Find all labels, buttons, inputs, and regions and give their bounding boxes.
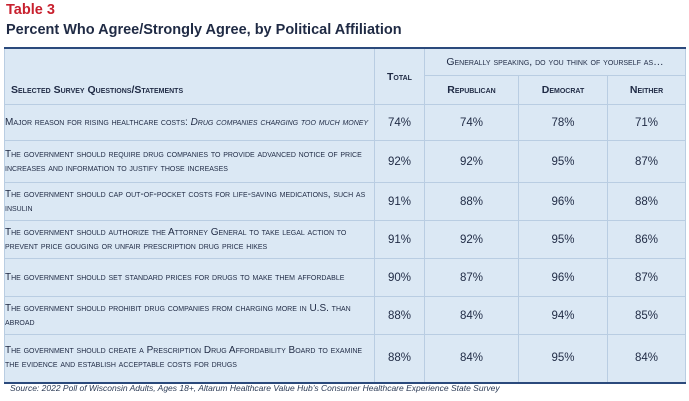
neither-cell: 88% <box>606 182 687 221</box>
table-title: Percent Who Agree/Strongly Agree, by Pol… <box>6 22 402 38</box>
table-number: Table 3 <box>6 2 55 18</box>
question-cell: The government should require drug compa… <box>4 140 375 183</box>
democrat-cell: 78% <box>518 104 608 141</box>
question-cell: The government should cap out-of-pocket … <box>4 182 375 221</box>
republican-cell: 84% <box>424 296 519 335</box>
total-cell: 88% <box>374 296 425 335</box>
democrat-cell: 94% <box>518 296 608 335</box>
neither-column-header: Neither <box>606 75 687 105</box>
affiliation-group-header: Generally speaking, do you think of your… <box>423 47 687 76</box>
republican-cell: 92% <box>424 140 519 183</box>
table-row: The government should authorize the Atto… <box>4 220 687 259</box>
question-column-header: Selected Survey Questions/Statements <box>4 47 375 105</box>
question-cell: Major reason for rising healthcare costs… <box>4 104 375 141</box>
total-cell: 92% <box>374 140 425 183</box>
question-prefix: Major reason for rising healthcare costs… <box>5 116 191 128</box>
table-row: The government should cap out-of-pocket … <box>4 182 687 221</box>
democrat-cell: 96% <box>518 258 608 297</box>
democrat-cell: 95% <box>518 334 608 383</box>
total-cell: 91% <box>374 182 425 221</box>
total-cell: 74% <box>374 104 425 141</box>
neither-cell: 87% <box>606 258 687 297</box>
republican-cell: 84% <box>424 334 519 383</box>
democrat-cell: 95% <box>518 220 608 259</box>
neither-cell: 86% <box>606 220 687 259</box>
question-cell: The government should create a Prescript… <box>4 334 375 383</box>
neither-cell: 84% <box>606 334 687 383</box>
democrat-cell: 96% <box>518 182 608 221</box>
republican-cell: 88% <box>424 182 519 221</box>
total-cell: 88% <box>374 334 425 383</box>
democrat-cell: 95% <box>518 140 608 183</box>
neither-cell: 87% <box>606 140 687 183</box>
table-row: The government should create a Prescript… <box>4 334 687 383</box>
neither-cell: 85% <box>606 296 687 335</box>
survey-table: Selected Survey Questions/Statements Tot… <box>4 47 687 384</box>
table-row: The government should set standard price… <box>4 258 687 297</box>
republican-cell: 74% <box>424 104 519 141</box>
republican-cell: 92% <box>424 220 519 259</box>
table-row: Major reason for rising healthcare costs… <box>4 104 687 141</box>
question-cell: The government should prohibit drug comp… <box>4 296 375 335</box>
question-italic: Drug companies charging too much money <box>190 116 369 128</box>
neither-cell: 71% <box>606 104 687 141</box>
total-cell: 91% <box>374 220 425 259</box>
total-cell: 90% <box>374 258 425 297</box>
republican-cell: 87% <box>424 258 519 297</box>
republican-column-header: Republican <box>424 75 519 105</box>
democrat-column-header: Democrat <box>518 75 608 105</box>
table-row: The government should require drug compa… <box>4 140 687 183</box>
table-row: The government should prohibit drug comp… <box>4 296 687 335</box>
question-cell: The government should authorize the Atto… <box>4 220 375 259</box>
total-column-header: Total <box>374 47 425 105</box>
source-note: Source: 2022 Poll of Wisconsin Adults, A… <box>10 383 500 393</box>
question-cell: The government should set standard price… <box>4 258 375 297</box>
